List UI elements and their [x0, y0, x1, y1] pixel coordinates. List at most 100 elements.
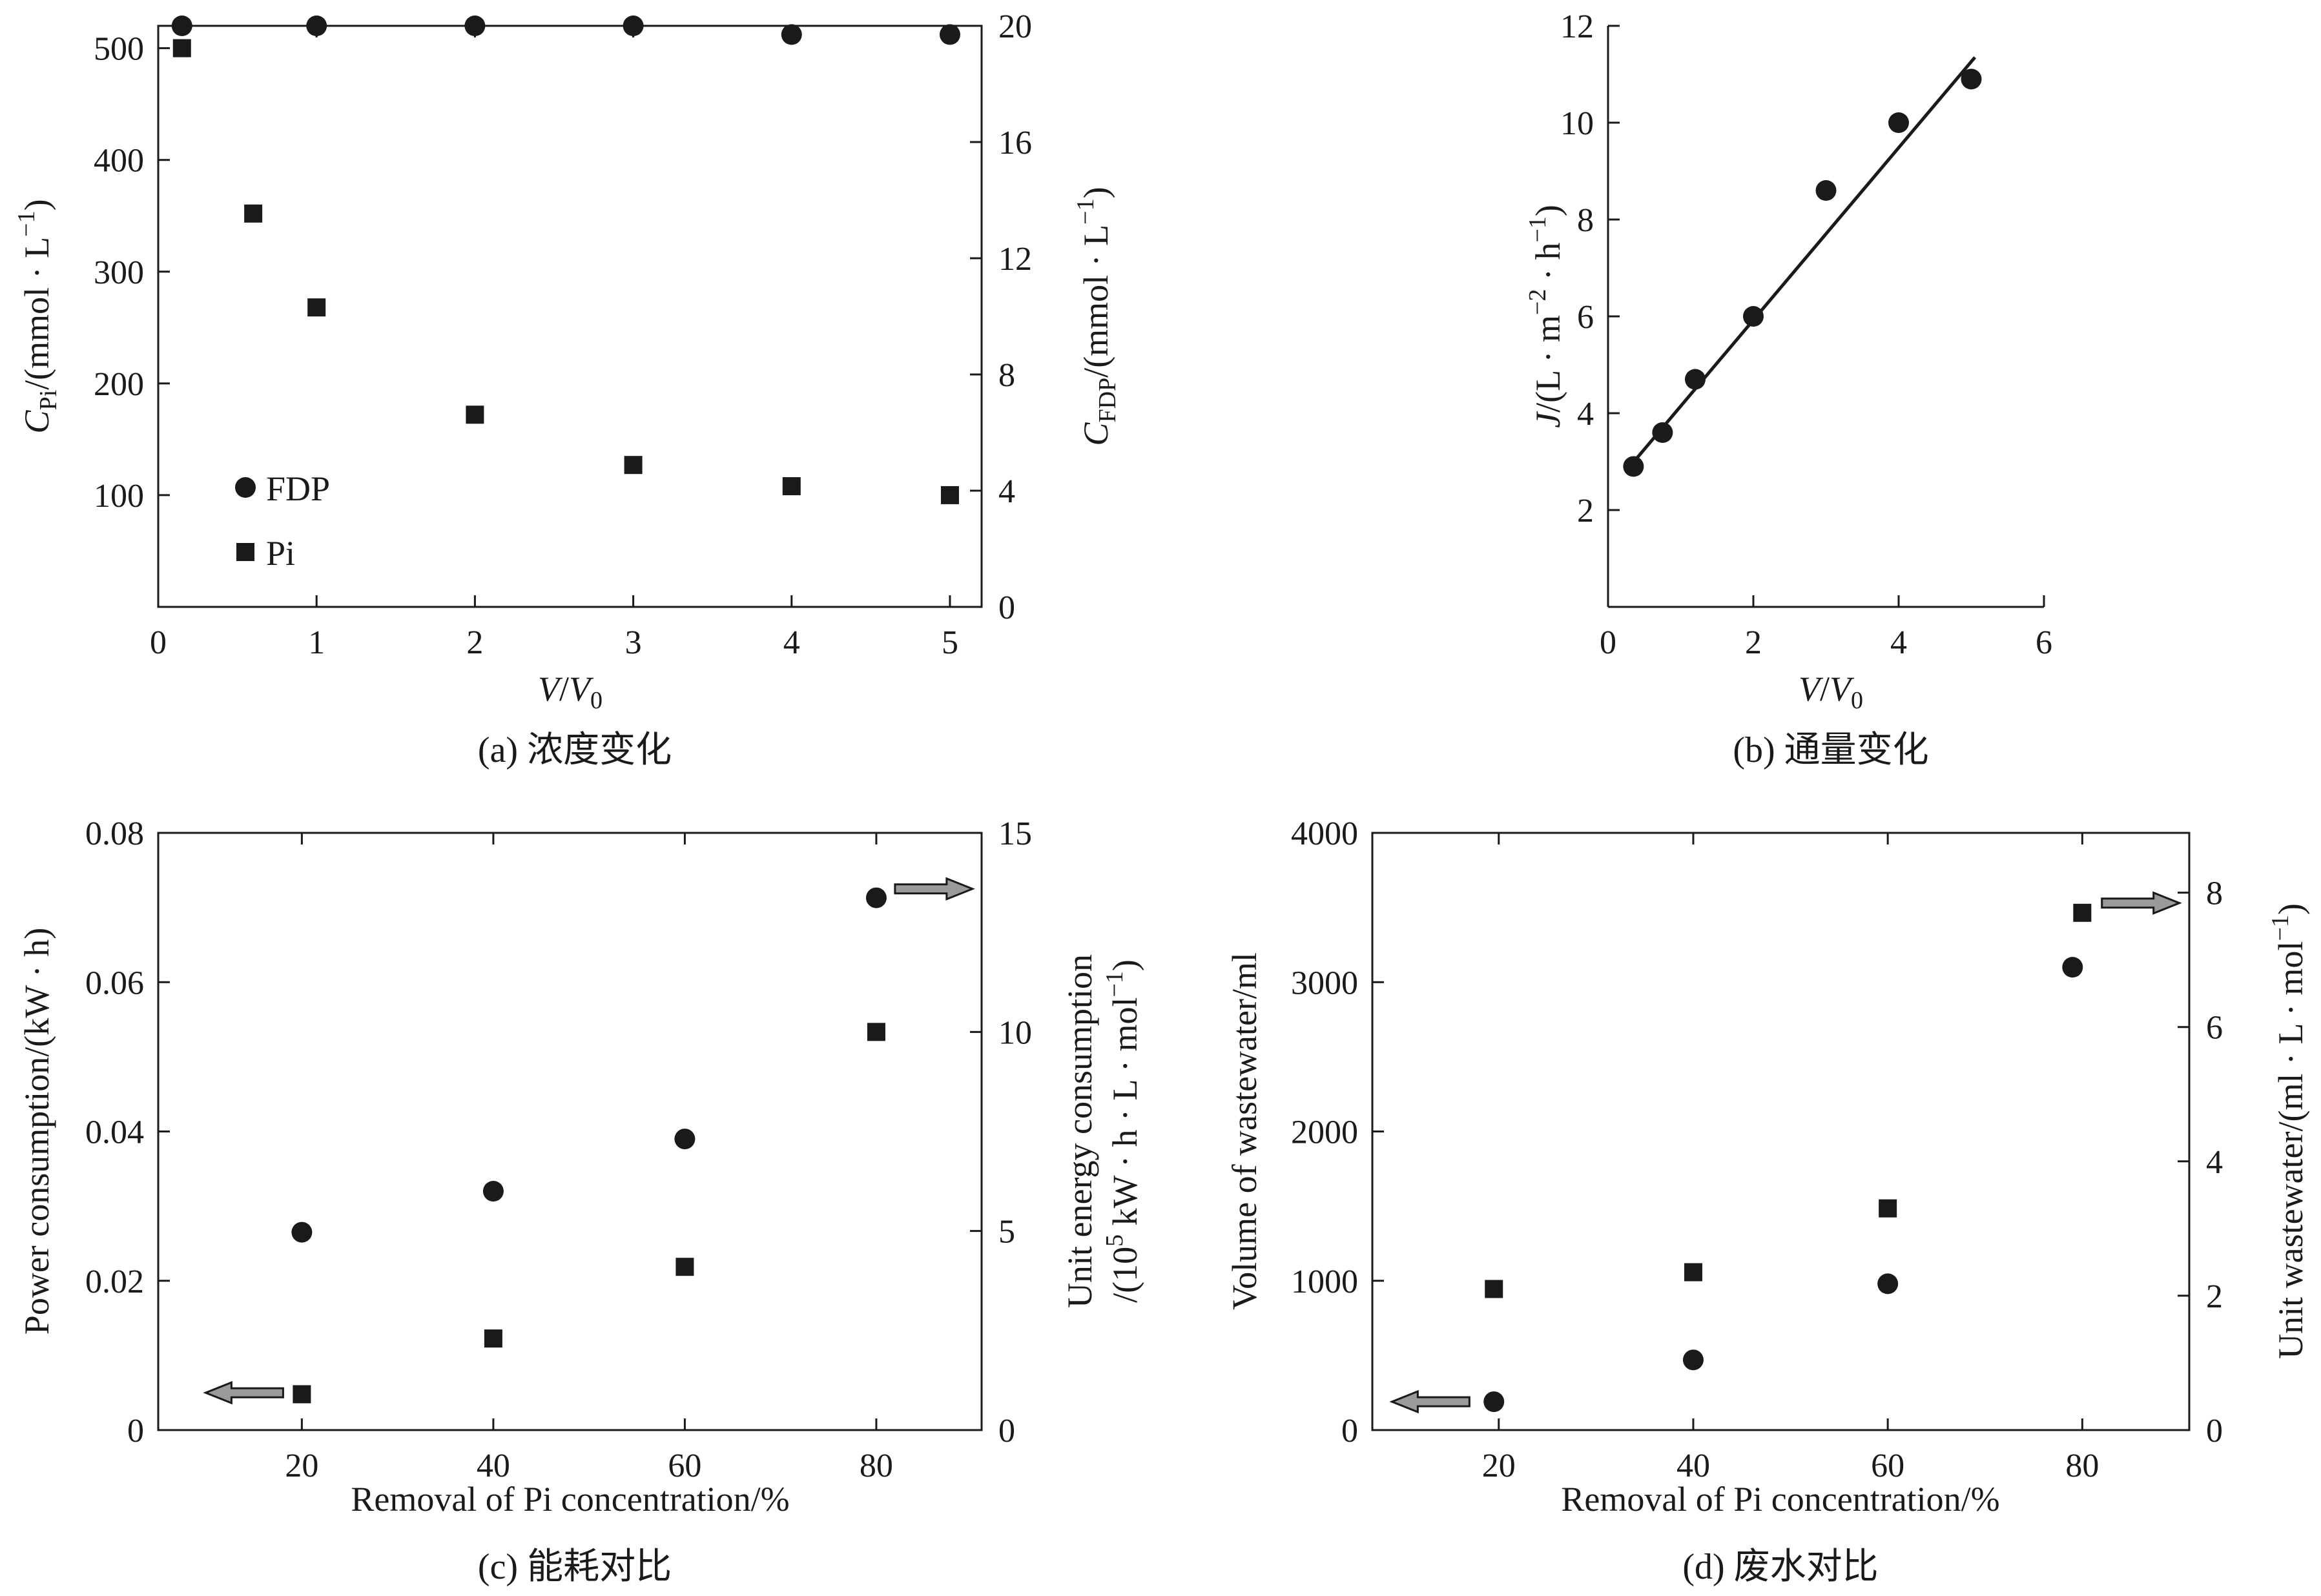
y-tick-label-right: 5 — [998, 1214, 1015, 1251]
x-tick-label: 20 — [1482, 1448, 1516, 1484]
panel-b-caption: (b) 通量变化 — [1733, 730, 1928, 770]
legend-pi-label: Pi — [266, 534, 295, 573]
panel-d-ylabel-left: Volume of wastewater/ml — [1225, 952, 1264, 1310]
panel-a-caption: (a) 浓度变化 — [478, 730, 672, 770]
data-point-square — [2073, 903, 2092, 922]
data-point-circle — [1652, 422, 1673, 443]
data-point-square — [172, 39, 191, 57]
x-tick-label: 40 — [1676, 1448, 1710, 1484]
data-point-circle — [623, 15, 644, 36]
data-point-circle — [674, 1129, 696, 1150]
data-point-square — [1879, 1199, 1897, 1218]
y-tick-label-left: 200 — [94, 366, 144, 403]
panel-c-ylabel-right-2: /(105 kW · h · L · mol−1) — [1101, 959, 1144, 1303]
y-tick-label-left: 0.08 — [85, 815, 144, 852]
x-tick-label: 20 — [285, 1448, 318, 1484]
x-tick-label: 3 — [625, 624, 642, 661]
panel-a-ylabel-left: CPi/(mmol · L−1) — [13, 199, 62, 433]
y-tick-label-left: 100 — [94, 478, 144, 515]
fit-line — [1628, 56, 1977, 468]
y-tick-label-right: 2 — [2206, 1278, 2223, 1315]
x-tick-label: 4 — [783, 624, 800, 661]
x-tick-label: 2 — [1745, 624, 1762, 661]
panel-d-xlabel: Removal of Pi concentration/% — [1561, 1480, 1999, 1519]
y-tick-label-right: 4 — [998, 473, 1015, 510]
data-point-circle — [1743, 306, 1764, 327]
x-tick-label: 5 — [942, 624, 958, 661]
arrow-right-icon — [894, 877, 975, 901]
y-tick-label-left: 0.06 — [85, 965, 144, 1001]
y-tick-label-left: 0.04 — [85, 1114, 144, 1151]
data-point-square — [782, 477, 801, 496]
y-tick-label-right: 8 — [2206, 875, 2223, 912]
panel-a-ylabel-right: CFDP/(mmol · L−1) — [1072, 187, 1121, 445]
y-tick-label-left: 4000 — [1291, 815, 1358, 852]
data-point-circle — [1685, 369, 1706, 390]
data-point-circle — [306, 15, 327, 36]
x-tick-label: 4 — [1890, 624, 1907, 661]
y-tick-label-left: 2000 — [1291, 1114, 1358, 1151]
y-tick-label-right: 20 — [998, 8, 1032, 45]
y-tick-label-left: 6 — [1577, 299, 1594, 336]
legend-fdp-label: FDP — [266, 469, 330, 508]
y-tick-label-left: 0 — [1341, 1413, 1358, 1449]
panel-c-ylabel-left: Power consumption/(kW · h) — [17, 928, 56, 1335]
data-point-circle — [1623, 456, 1644, 477]
data-point-square — [624, 456, 643, 475]
panel-d-caption: (d) 废水对比 — [1682, 1547, 1878, 1587]
data-point-circle — [939, 24, 960, 45]
x-tick-label: 1 — [308, 624, 325, 661]
panel-b-xlabel: V/V0 — [1799, 670, 1863, 714]
y-tick-label-right: 0 — [998, 589, 1015, 626]
y-tick-label-left: 0.02 — [85, 1264, 144, 1300]
y-tick-label-left: 0 — [127, 1413, 144, 1449]
data-point-circle — [1483, 1391, 1505, 1413]
y-tick-label-right: 10 — [998, 1014, 1032, 1051]
data-point-square — [1684, 1263, 1702, 1282]
data-point-circle — [1888, 112, 1909, 133]
legend-fdp-marker — [235, 477, 256, 498]
data-point-square — [307, 298, 326, 317]
data-point-square — [676, 1258, 694, 1276]
panel-c-caption: (c) 能耗对比 — [478, 1547, 672, 1587]
panel-a-xlabel: V/V0 — [538, 670, 603, 714]
marks-layer — [171, 15, 2182, 1414]
legend-pi-marker — [236, 543, 254, 561]
data-point-circle — [482, 1181, 504, 1202]
y-tick-label-right: 16 — [998, 125, 1032, 161]
x-tick-label: 0 — [150, 624, 167, 661]
y-tick-label-left: 300 — [94, 254, 144, 291]
data-point-circle — [2062, 957, 2083, 978]
y-tick-label-right: 15 — [998, 815, 1032, 852]
x-tick-label: 80 — [860, 1448, 893, 1484]
panel-c-ylabel-right-1: Unit energy consumption — [1060, 954, 1099, 1308]
data-point-circle — [865, 887, 887, 908]
x-tick-label: 60 — [668, 1448, 701, 1484]
y-tick-label-left: 10 — [1560, 105, 1594, 142]
data-point-circle — [1961, 68, 1982, 90]
arrow-left-icon — [1389, 1389, 1470, 1414]
data-point-square — [940, 486, 959, 504]
y-tick-label-left: 3000 — [1291, 965, 1358, 1001]
y-tick-label-left: 500 — [94, 31, 144, 68]
x-tick-label: 6 — [2036, 624, 2052, 661]
panel-d-ylabel-right: Unit wastewater/(ml · L · mol−1) — [2267, 903, 2310, 1359]
panel-d-frame — [1371, 832, 2191, 1431]
data-point-circle — [291, 1222, 313, 1243]
data-point-square — [484, 1329, 502, 1348]
y-tick-label-left: 8 — [1577, 202, 1594, 239]
y-tick-label-right: 12 — [998, 241, 1032, 278]
x-tick-label: 80 — [2065, 1448, 2099, 1484]
data-point-square — [293, 1385, 311, 1404]
y-tick-label-right: 4 — [2206, 1144, 2223, 1181]
y-tick-label-left: 400 — [94, 143, 144, 179]
data-point-square — [466, 405, 484, 424]
x-tick-label: 0 — [1600, 624, 1616, 661]
data-point-circle — [1682, 1349, 1704, 1371]
data-point-square — [244, 204, 263, 223]
x-tick-label: 40 — [477, 1448, 510, 1484]
x-tick-label: 2 — [466, 624, 483, 661]
y-tick-label-left: 12 — [1560, 8, 1594, 45]
data-point-circle — [171, 15, 192, 36]
